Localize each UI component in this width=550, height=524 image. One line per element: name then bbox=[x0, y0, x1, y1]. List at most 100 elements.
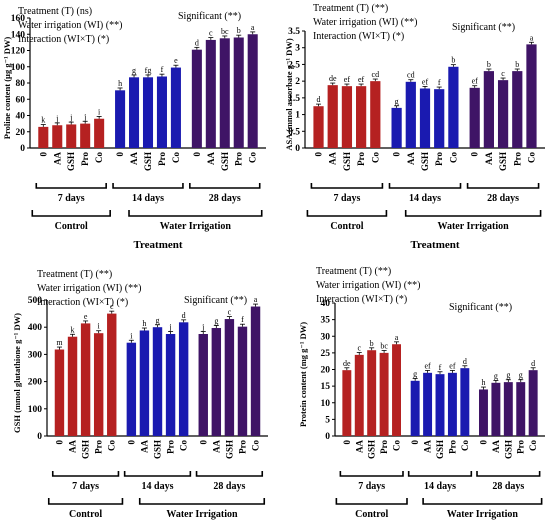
bar bbox=[178, 322, 189, 436]
y-tick-label: 60 bbox=[16, 95, 26, 105]
y-tick-label: 400 bbox=[28, 323, 43, 333]
bar-significance-letter: k bbox=[71, 325, 75, 334]
bar bbox=[93, 333, 104, 436]
group-bracket bbox=[123, 471, 192, 477]
bar-significance-letter: f bbox=[438, 78, 441, 87]
x-category-label: GSH bbox=[367, 440, 377, 459]
bar-significance-letter: b bbox=[237, 26, 241, 35]
x-category-label: AA bbox=[52, 152, 62, 165]
group-label: 28 days bbox=[492, 481, 524, 492]
y-tick-label: 100 bbox=[28, 405, 43, 415]
x-category-label: Co bbox=[528, 440, 538, 451]
bar-significance-letter: g bbox=[506, 371, 510, 380]
group-label: 28 days bbox=[213, 481, 245, 492]
x-category-label: AA bbox=[68, 440, 78, 453]
y-tick-label: 100 bbox=[11, 63, 26, 73]
x-category-label: Co bbox=[251, 440, 261, 451]
group-bracket bbox=[407, 471, 473, 477]
x-category-label: Co bbox=[460, 440, 470, 451]
y-tick-label: 1 bbox=[295, 111, 300, 121]
bar bbox=[327, 85, 338, 148]
x-category-label: Co bbox=[526, 152, 536, 163]
x-category-label: Co bbox=[448, 152, 458, 163]
significance-note: Significant (**) bbox=[184, 295, 247, 306]
water-irrigation-label: Water Irrigation bbox=[160, 221, 232, 232]
group-bracket bbox=[35, 183, 107, 189]
bar-significance-letter: f bbox=[161, 65, 164, 74]
bar bbox=[483, 71, 494, 148]
bar-significance-letter: j bbox=[83, 112, 86, 121]
bar-significance-letter: a bbox=[395, 333, 399, 342]
bar bbox=[419, 88, 431, 148]
y-tick-label: 1.5 bbox=[288, 94, 300, 104]
bar bbox=[367, 350, 377, 436]
bar-significance-letter: ef bbox=[449, 361, 456, 370]
bar bbox=[80, 323, 91, 436]
y-tick-label: 160 bbox=[11, 14, 26, 24]
x-category-label: GSH bbox=[224, 440, 234, 459]
x-category-label: AA bbox=[211, 440, 221, 453]
x-category-label: Pro bbox=[94, 440, 104, 454]
bar-significance-letter: j bbox=[168, 323, 171, 332]
bar-significance-letter: b bbox=[370, 339, 374, 348]
bar bbox=[107, 313, 117, 436]
bar-significance-letter: de bbox=[343, 359, 351, 368]
group-label: 14 days bbox=[132, 193, 164, 204]
stat-line: Treatment (T) (ns) bbox=[18, 6, 92, 17]
bar bbox=[469, 87, 480, 148]
x-category-label: Pro bbox=[512, 152, 522, 166]
x-category-label: AA bbox=[206, 152, 216, 165]
bar bbox=[516, 382, 526, 436]
chart-panel-1: Treatment (T) (ns) Water irrigation (WI) … bbox=[2, 6, 266, 251]
bar-significance-letter: i bbox=[130, 331, 133, 340]
bar bbox=[341, 86, 353, 148]
bar-significance-letter: j bbox=[55, 114, 58, 123]
significance-note: Significant (**) bbox=[449, 302, 512, 313]
y-tick-label: 25 bbox=[321, 349, 331, 359]
control-label: Control bbox=[355, 509, 388, 520]
bar-significance-letter: h bbox=[142, 319, 146, 328]
x-category-label: GSH bbox=[66, 152, 76, 171]
group-bracket bbox=[388, 183, 462, 189]
y-tick-label: 20 bbox=[16, 128, 26, 138]
x-category-label: Pro bbox=[234, 152, 244, 166]
x-category-label: 0 bbox=[410, 440, 420, 445]
stat-line: Treatment (T) (**) bbox=[313, 3, 388, 14]
x-category-label: 0 bbox=[54, 440, 64, 445]
y-tick-label: 35 bbox=[321, 316, 331, 326]
y-tick-label: 0 bbox=[295, 144, 300, 154]
bar-significance-letter: c bbox=[357, 343, 361, 352]
y-tick-label: 0.5 bbox=[288, 127, 300, 137]
y-axis-label: Protein content (mg g⁻¹ DW) bbox=[298, 322, 308, 427]
x-category-label: GSH bbox=[220, 152, 230, 171]
x-category-label: Pro bbox=[447, 440, 457, 454]
x-category-label: Pro bbox=[434, 152, 444, 166]
bar-significance-letter: a bbox=[530, 33, 534, 42]
x-category-label: Pro bbox=[379, 440, 389, 454]
bar-significance-letter: ef bbox=[358, 75, 365, 84]
y-tick-label: 3.5 bbox=[288, 27, 300, 37]
chart-panel-4: Treatment (T) (**) Water irrigation (WI) … bbox=[298, 266, 545, 520]
x-category-label: GSH bbox=[81, 440, 91, 459]
significance-note: Significant (**) bbox=[178, 11, 241, 22]
x-category-label: GSH bbox=[503, 440, 513, 459]
bar-significance-letter: c bbox=[209, 29, 213, 38]
bar bbox=[423, 372, 433, 436]
y-tick-label: 15 bbox=[321, 382, 331, 392]
bar-significance-letter: d bbox=[531, 359, 535, 368]
y-tick-label: 5 bbox=[325, 415, 330, 425]
bar-significance-letter: f bbox=[439, 363, 442, 372]
bar-significance-letter: d bbox=[195, 38, 199, 47]
bar bbox=[479, 389, 488, 436]
bar bbox=[94, 118, 105, 148]
x-category-label: Co bbox=[179, 440, 189, 451]
group-label: 7 days bbox=[72, 481, 99, 492]
water-irrigation-bracket bbox=[128, 210, 263, 217]
bar-significance-letter: g bbox=[156, 316, 160, 325]
bar-significance-letter: e bbox=[84, 312, 88, 321]
bar bbox=[512, 71, 523, 148]
bar bbox=[52, 125, 63, 148]
bar bbox=[528, 370, 538, 436]
bar-significance-letter: c bbox=[110, 302, 114, 311]
